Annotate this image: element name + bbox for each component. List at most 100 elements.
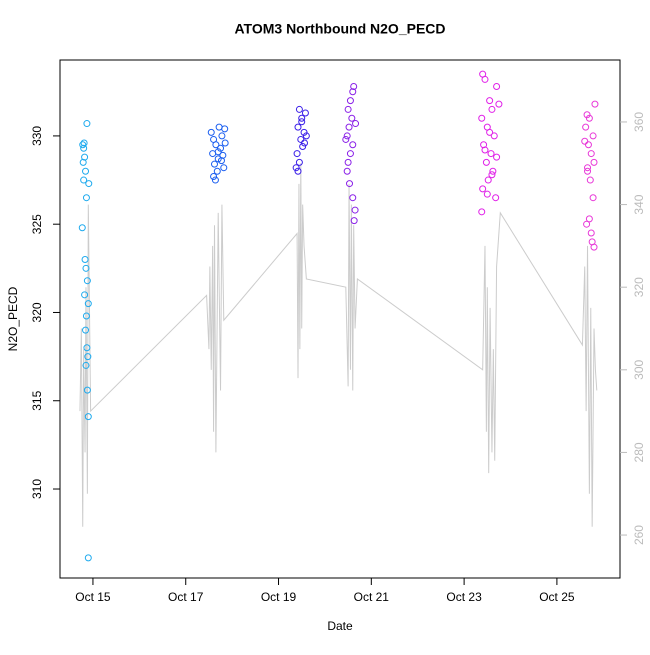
point [213, 167, 221, 175]
point [80, 176, 88, 184]
point [346, 97, 354, 105]
point [214, 148, 222, 156]
point [346, 150, 354, 158]
point [487, 150, 495, 158]
point [585, 114, 593, 122]
point [581, 137, 589, 145]
point [590, 243, 598, 251]
point [218, 132, 226, 140]
point [85, 180, 93, 188]
point [79, 141, 87, 149]
point [294, 167, 302, 175]
point [486, 128, 494, 136]
point [352, 120, 360, 128]
point [80, 144, 88, 152]
point [220, 164, 228, 172]
point [83, 386, 91, 394]
point [348, 114, 356, 122]
point [84, 413, 92, 421]
point [345, 123, 353, 131]
point [486, 97, 494, 105]
y2-tick-label: 280 [632, 442, 646, 462]
y-tick-label: 310 [30, 479, 44, 499]
point [217, 144, 225, 152]
point [344, 158, 352, 166]
point [349, 194, 357, 202]
point [221, 125, 229, 133]
y2-tick-label: 340 [632, 194, 646, 214]
point [82, 312, 90, 320]
point [349, 141, 357, 149]
point [302, 132, 310, 140]
y-tick-label: 320 [30, 302, 44, 322]
point [350, 82, 358, 90]
plot-frame [59, 59, 621, 579]
point [481, 75, 489, 83]
point [80, 139, 88, 147]
point [293, 150, 301, 158]
point [583, 220, 591, 228]
point [350, 217, 358, 225]
point [300, 128, 308, 136]
y-axis-label: N2O_PECD [6, 286, 20, 351]
point [81, 291, 89, 299]
point [83, 344, 91, 352]
point [82, 361, 90, 369]
point [346, 180, 354, 188]
point [79, 158, 87, 166]
x-tick-label: Oct 23 [446, 590, 482, 604]
point [217, 157, 225, 165]
point [342, 135, 350, 143]
x-tick-label: Oct 25 [539, 590, 575, 604]
y2-tick-label: 360 [632, 112, 646, 132]
point [587, 150, 595, 158]
point [481, 146, 489, 154]
point [295, 105, 303, 113]
chart-title: ATOM3 Northbound N2O_PECD [234, 21, 445, 37]
y2-tick-label: 300 [632, 359, 646, 379]
point [298, 118, 306, 126]
point [298, 114, 306, 122]
point [344, 105, 352, 113]
point [351, 206, 359, 214]
point [292, 164, 300, 172]
point [492, 194, 500, 202]
point [299, 143, 307, 151]
point [82, 194, 90, 202]
point [84, 353, 92, 361]
y2-tick-label: 260 [632, 525, 646, 545]
point [82, 326, 90, 334]
x-tick-label: Oct 17 [168, 590, 204, 604]
point [343, 167, 351, 175]
point [493, 153, 501, 161]
point [83, 277, 91, 285]
point [483, 190, 491, 198]
y2-tick-label: 320 [632, 277, 646, 297]
point [301, 139, 309, 147]
point [585, 215, 593, 223]
point [82, 167, 90, 175]
point [84, 554, 92, 562]
point [586, 176, 594, 184]
point [301, 109, 309, 117]
point [488, 105, 496, 113]
point [349, 88, 357, 96]
point [82, 264, 90, 272]
point [583, 111, 591, 119]
point [590, 158, 598, 166]
point [81, 256, 89, 264]
point [478, 208, 486, 216]
point [490, 132, 498, 140]
point [78, 224, 86, 232]
y-tick-label: 330 [30, 126, 44, 146]
point [211, 176, 219, 184]
point [484, 176, 492, 184]
point [221, 139, 229, 147]
point [210, 173, 218, 181]
point [589, 194, 597, 202]
x-tick-label: Oct 21 [354, 590, 390, 604]
x-tick-label: Oct 19 [261, 590, 297, 604]
point [495, 100, 503, 108]
x-tick-label: Oct 15 [75, 590, 111, 604]
point [294, 123, 302, 131]
